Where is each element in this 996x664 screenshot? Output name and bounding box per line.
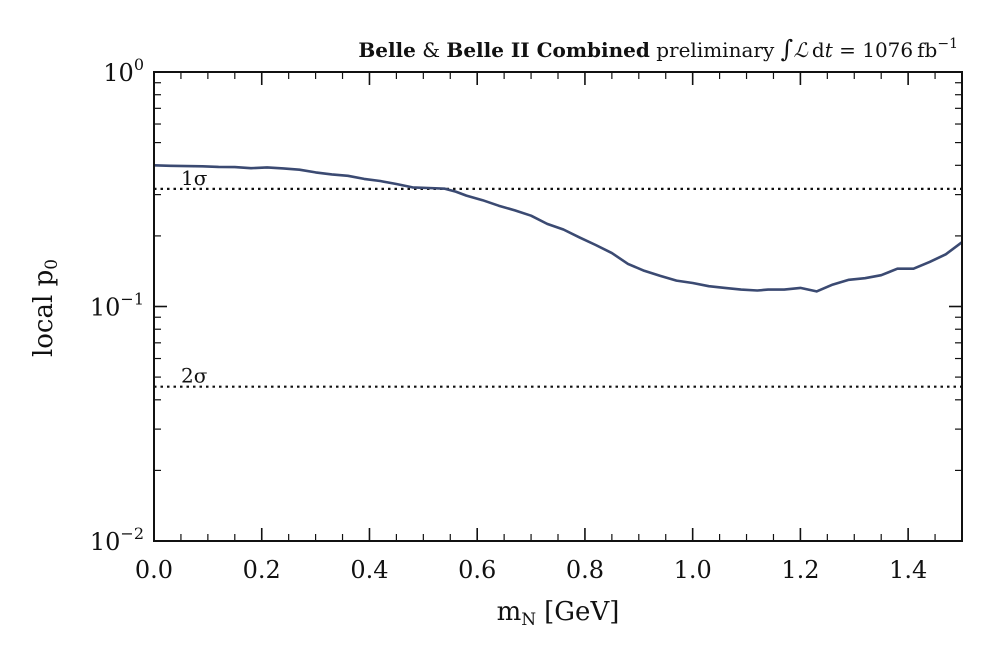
title-preliminary: preliminary xyxy=(656,38,775,62)
series-line xyxy=(153,164,963,293)
y-axis-label-base: local p xyxy=(29,270,59,357)
major-ticks xyxy=(153,71,962,542)
reference-lines: 1σ 2σ xyxy=(154,166,962,388)
y-axis-label: local p0 xyxy=(29,259,62,357)
x-tick-label: 0.4 xyxy=(350,556,388,584)
sigma-label: 2σ xyxy=(181,364,208,388)
x-tick-label: 0.6 xyxy=(458,556,496,584)
x-tick-label: 0.0 xyxy=(135,556,173,584)
sigma-label: 1σ xyxy=(181,166,208,190)
y-tick-label: 10−2 xyxy=(90,524,144,556)
x-tick-labels: 0.0 0.2 0.4 0.6 0.8 1.0 1.2 1.4 xyxy=(135,556,927,584)
x-tick-label: 1.2 xyxy=(781,556,819,584)
title-unit: fb xyxy=(917,38,937,62)
title-lumi-d: d xyxy=(812,38,825,62)
x-tick-label: 1.4 xyxy=(889,556,927,584)
x-axis-label-rest: [GeV] xyxy=(544,597,619,627)
y-tick-label: 100 xyxy=(103,55,144,87)
plot-frame xyxy=(153,71,963,542)
title-exponent: −1 xyxy=(937,36,958,52)
title-lumi-t: t xyxy=(825,38,834,62)
chart-title: Belle & Belle II Combined preliminary ∫ … xyxy=(358,35,958,63)
x-axis-label: mN [GeV] xyxy=(497,597,620,630)
y-tick-labels: 100 10−1 10−2 xyxy=(90,55,144,556)
x-axis-label-base: m xyxy=(497,597,522,627)
x-tick-label: 0.8 xyxy=(566,556,604,584)
x-axis-label-sub: N xyxy=(521,610,536,630)
minor-ticks xyxy=(154,72,963,541)
title-value: 1076 xyxy=(862,38,913,62)
y-axis-label-sub: 0 xyxy=(42,259,62,270)
series-layer xyxy=(153,164,963,293)
title-lumi-symbol: ℒ xyxy=(793,38,808,62)
title-ampersand: & xyxy=(422,38,440,62)
title-belle: Belle xyxy=(358,38,416,62)
x-tick-label: 0.2 xyxy=(243,556,281,584)
y-tick-label: 10−1 xyxy=(90,290,144,322)
title-equals: = xyxy=(839,38,856,62)
title-belle-ii-combined: Belle II Combined xyxy=(446,38,649,62)
title-integral: ∫ xyxy=(781,35,794,63)
x-tick-label: 1.0 xyxy=(674,556,712,584)
